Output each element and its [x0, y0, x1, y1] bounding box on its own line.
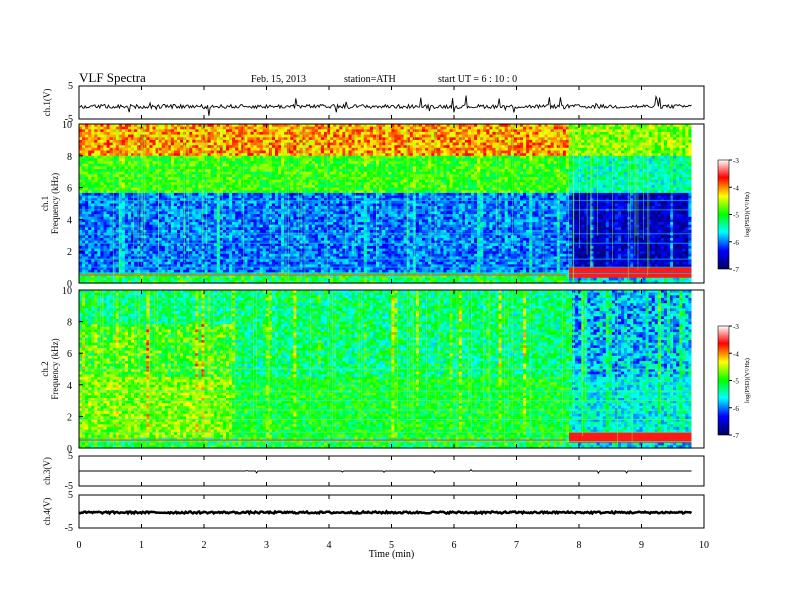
vlf-spectra-figure: 5-5ch.1(V)5-5ch.3(V)5-5ch.4(V)0246810ch.… — [0, 0, 792, 612]
spectrogram-ch1 — [79, 124, 704, 284]
